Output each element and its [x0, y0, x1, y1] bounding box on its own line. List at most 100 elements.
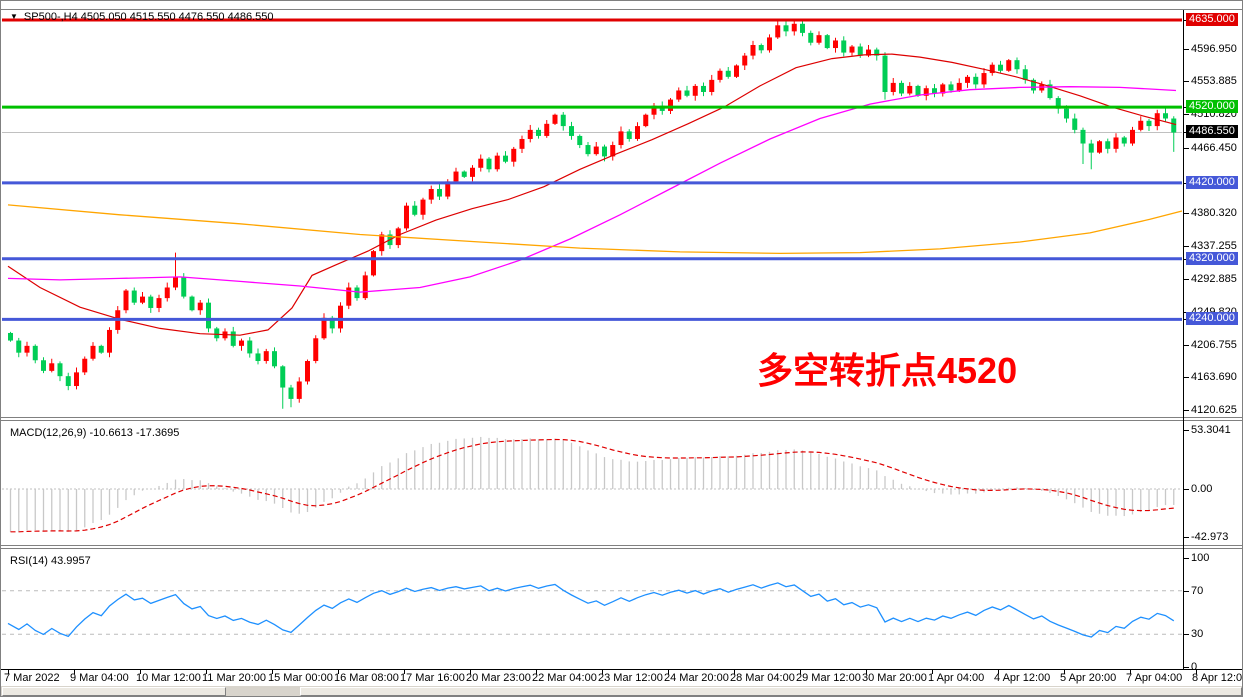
price-tick-label: 4292.885 — [1191, 273, 1237, 285]
axis-tick — [1184, 81, 1189, 82]
time-axis-label: 7 Apr 04:00 — [1126, 672, 1183, 684]
time-axis-label: 23 Mar 12:00 — [598, 672, 663, 684]
price-axis-border — [1183, 10, 1184, 670]
top-border-line — [0, 9, 1243, 10]
candle-body — [57, 363, 63, 377]
candle-body — [503, 155, 508, 162]
macd-signal-line — [10, 438, 1174, 533]
candle-body — [915, 85, 921, 96]
candle-body — [841, 40, 847, 53]
time-axis-label: 11 Mar 20:00 — [202, 672, 267, 684]
candle-body — [560, 114, 566, 127]
scrollbar-thumb-left[interactable] — [2, 687, 226, 696]
time-tick — [8, 670, 9, 674]
price-label-box: 4486.550 — [1186, 125, 1238, 138]
candle-body — [272, 351, 277, 367]
axis-tick — [1184, 430, 1189, 431]
time-axis-label: 28 Mar 04:00 — [730, 672, 795, 684]
candle-body — [989, 64, 995, 74]
price-tick-label: 4206.755 — [1191, 339, 1237, 351]
candle-body — [857, 46, 863, 56]
candle-body — [1064, 108, 1069, 119]
candle-body — [833, 40, 838, 49]
macd-pane-canvas[interactable] — [0, 421, 1183, 545]
time-tick — [470, 670, 471, 674]
time-tick — [1196, 670, 1197, 674]
candle-body — [445, 181, 451, 197]
candle-body — [874, 49, 880, 56]
axis-tick — [1184, 489, 1189, 490]
candle-body — [668, 99, 673, 111]
candle-body — [791, 23, 797, 32]
time-axis-label: 9 Mar 04:00 — [70, 672, 129, 684]
candle-body — [82, 358, 88, 373]
time-axis-label: 8 Apr 12:00 — [1192, 672, 1243, 684]
candle-body — [1138, 120, 1144, 130]
candle-body — [1031, 79, 1036, 91]
candle-body — [420, 199, 426, 215]
time-tick — [602, 670, 603, 674]
time-axis-label: 1 Apr 04:00 — [928, 672, 985, 684]
time-axis-label: 24 Mar 20:00 — [664, 672, 729, 684]
candle-body — [1130, 129, 1135, 144]
candle-body — [1022, 69, 1028, 80]
candle-body — [948, 84, 954, 91]
candle-body — [849, 46, 855, 53]
candle-body — [371, 251, 376, 276]
rsi-axis-label: 70 — [1191, 585, 1204, 597]
candle-body — [156, 298, 162, 308]
axis-tick — [1184, 49, 1189, 50]
rsi-axis-label: 0 — [1191, 661, 1198, 673]
price-tick-label: 4466.450 — [1191, 142, 1237, 154]
candle-body — [907, 85, 913, 94]
candle-body — [692, 85, 698, 96]
rsi-pane-canvas[interactable] — [0, 549, 1183, 669]
price-tick-label: 4596.950 — [1191, 43, 1237, 55]
candle-body — [577, 135, 583, 146]
candle-body — [998, 64, 1003, 71]
time-axis-label: 22 Mar 04:00 — [532, 672, 597, 684]
candle-body — [362, 275, 368, 299]
candle-body — [1014, 60, 1020, 70]
rsi-axis-label: 100 — [1191, 552, 1210, 564]
medium-ma-line — [7, 86, 1177, 293]
symbol-dropdown-arrow[interactable]: ▼ — [10, 12, 18, 21]
candle-body — [214, 328, 220, 339]
candle-body — [247, 340, 253, 354]
candle-body — [1097, 141, 1102, 153]
price-label-box: 4240.000 — [1186, 312, 1238, 325]
axis-tick — [1184, 279, 1189, 280]
candle-body — [313, 338, 319, 362]
time-axis-label: 17 Mar 16:00 — [400, 672, 465, 684]
candle-body — [8, 332, 13, 341]
candle-body — [181, 276, 187, 297]
candle-body — [725, 70, 731, 77]
candle-body — [41, 360, 46, 371]
candle-body — [1105, 141, 1111, 149]
time-axis-border — [0, 669, 1243, 670]
main-chart-canvas[interactable] — [0, 10, 1183, 417]
time-tick — [1064, 670, 1065, 674]
scrollbar-thumb-right[interactable] — [300, 687, 1242, 696]
axis-tick — [1184, 246, 1189, 247]
candle-body — [354, 287, 360, 299]
candle-body — [1047, 84, 1053, 99]
candle-body — [1088, 143, 1094, 153]
candle-body — [676, 90, 682, 100]
time-tick — [404, 670, 405, 674]
price-tick-label: 4337.255 — [1191, 240, 1237, 252]
candle-body — [585, 145, 591, 155]
time-tick — [998, 670, 999, 674]
candle-body — [164, 287, 170, 299]
time-axis-label: 16 Mar 08:00 — [334, 672, 399, 684]
candle-body — [717, 70, 723, 80]
candle-body — [1113, 137, 1119, 149]
candle-body — [635, 126, 640, 139]
candle-body — [816, 35, 822, 43]
time-tick — [800, 670, 801, 674]
time-tick — [140, 670, 141, 674]
candle-body — [1163, 113, 1168, 119]
chart-title: SP500-,H4 4505.050 4515.550 4476.550 448… — [23, 11, 274, 23]
candle-body — [1055, 98, 1061, 109]
